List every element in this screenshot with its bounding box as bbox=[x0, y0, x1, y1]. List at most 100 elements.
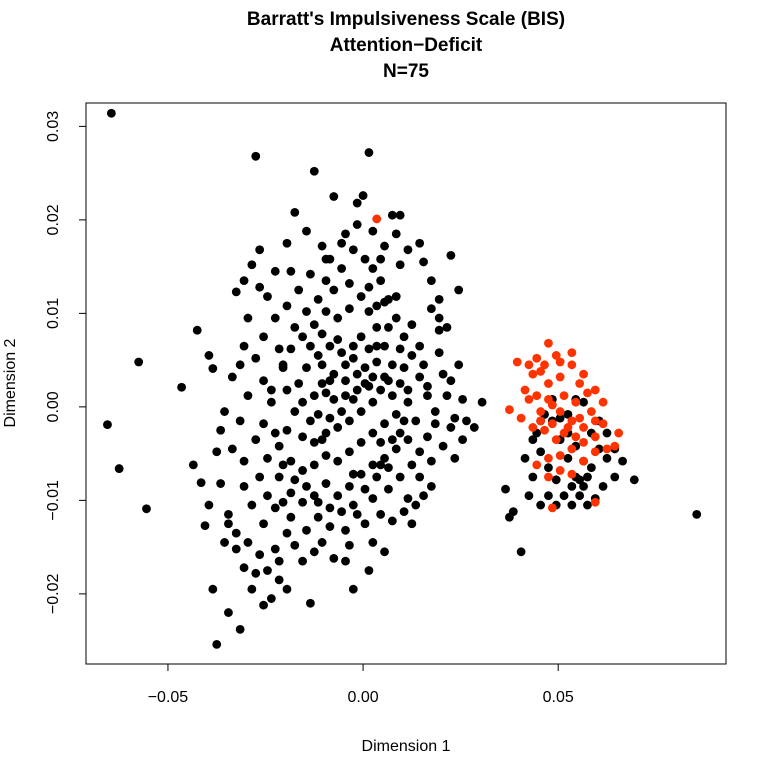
data-point-series-2 bbox=[590, 447, 600, 457]
data-point-series-2 bbox=[532, 391, 542, 401]
data-point-series-1 bbox=[282, 385, 292, 395]
data-point-series-1 bbox=[368, 397, 378, 407]
data-point-series-1 bbox=[243, 538, 253, 547]
data-point-series-1 bbox=[337, 507, 347, 516]
data-point-series-2 bbox=[567, 469, 577, 479]
data-point-series-1 bbox=[423, 381, 432, 391]
data-point-series-1 bbox=[407, 320, 417, 329]
y-tick-label: 0.00 bbox=[45, 391, 62, 422]
data-point-series-1 bbox=[610, 472, 620, 482]
data-point-series-1 bbox=[368, 428, 378, 438]
data-point-series-1 bbox=[298, 556, 307, 566]
data-point-series-1 bbox=[399, 363, 409, 373]
data-point-series-2 bbox=[586, 407, 596, 416]
data-point-series-1 bbox=[403, 435, 413, 444]
data-point-series-2 bbox=[540, 360, 549, 370]
data-point-series-2 bbox=[555, 357, 565, 367]
data-point-series-1 bbox=[259, 419, 268, 429]
data-point-series-1 bbox=[321, 307, 331, 316]
data-point-series-1 bbox=[438, 369, 448, 379]
data-point-series-1 bbox=[282, 425, 292, 435]
data-point-series-1 bbox=[142, 504, 151, 514]
data-point-series-1 bbox=[313, 409, 323, 419]
data-point-series-1 bbox=[266, 385, 276, 395]
data-point-series-1 bbox=[583, 500, 592, 510]
data-point-series-1 bbox=[309, 460, 319, 470]
data-point-series-1 bbox=[243, 391, 253, 401]
data-point-series-1 bbox=[274, 556, 284, 566]
data-point-series-1 bbox=[309, 391, 319, 401]
data-point-series-1 bbox=[255, 550, 265, 560]
data-point-series-1 bbox=[407, 519, 417, 529]
data-point-series-2 bbox=[551, 435, 561, 444]
data-point-series-1 bbox=[551, 475, 561, 485]
data-point-series-1 bbox=[224, 510, 233, 519]
data-point-series-1 bbox=[430, 419, 440, 429]
data-point-series-1 bbox=[216, 425, 226, 435]
data-point-series-1 bbox=[395, 210, 405, 220]
data-point-series-2 bbox=[372, 214, 382, 224]
data-point-series-1 bbox=[380, 419, 389, 429]
data-point-series-1 bbox=[286, 456, 296, 466]
data-point-series-1 bbox=[196, 478, 206, 488]
data-point-series-1 bbox=[399, 507, 409, 516]
data-point-series-1 bbox=[286, 266, 296, 276]
data-point-series-1 bbox=[419, 491, 428, 501]
data-point-series-1 bbox=[302, 307, 311, 316]
data-point-series-1 bbox=[216, 479, 226, 488]
data-point-series-1 bbox=[263, 491, 272, 501]
data-point-series-1 bbox=[567, 481, 577, 491]
data-point-series-1 bbox=[337, 407, 347, 416]
data-point-series-1 bbox=[337, 348, 347, 358]
data-point-series-1 bbox=[360, 484, 370, 494]
data-point-series-1 bbox=[360, 379, 370, 388]
data-point-series-1 bbox=[325, 376, 335, 386]
data-point-series-1 bbox=[387, 360, 397, 370]
title-line-1: Barratt's Impulsiveness Scale (BIS) bbox=[247, 9, 565, 30]
data-point-series-1 bbox=[177, 382, 187, 392]
data-point-series-1 bbox=[325, 522, 335, 531]
data-point-series-1 bbox=[263, 453, 272, 463]
data-point-series-1 bbox=[458, 394, 467, 404]
data-point-series-1 bbox=[579, 397, 588, 407]
data-point-series-2 bbox=[505, 405, 514, 415]
data-point-series-1 bbox=[520, 453, 530, 463]
data-point-series-2 bbox=[551, 351, 561, 360]
data-point-series-1 bbox=[434, 294, 444, 304]
data-point-series-1 bbox=[575, 475, 585, 485]
data-point-series-2 bbox=[555, 407, 565, 416]
data-point-series-2 bbox=[524, 360, 534, 370]
data-point-series-1 bbox=[528, 435, 538, 444]
data-point-series-2 bbox=[567, 360, 577, 370]
data-point-series-1 bbox=[403, 397, 413, 407]
data-point-series-1 bbox=[333, 313, 343, 323]
data-point-series-1 bbox=[274, 472, 284, 482]
chart-title: Barratt's Impulsiveness Scale (BIS) Atte… bbox=[247, 9, 565, 82]
data-point-series-1 bbox=[305, 269, 315, 279]
data-point-series-1 bbox=[348, 584, 358, 594]
data-point-series-1 bbox=[618, 456, 627, 466]
data-point-series-1 bbox=[345, 279, 354, 288]
data-point-series-1 bbox=[231, 528, 241, 538]
data-point-series-1 bbox=[224, 608, 233, 617]
data-point-series-1 bbox=[395, 344, 405, 354]
data-point-series-1 bbox=[337, 238, 347, 248]
data-point-series-1 bbox=[341, 229, 350, 239]
data-point-series-1 bbox=[575, 491, 585, 501]
data-point-series-2 bbox=[524, 394, 534, 404]
data-point-series-1 bbox=[224, 519, 233, 529]
data-point-series-1 bbox=[313, 294, 323, 304]
data-point-series-2 bbox=[598, 419, 608, 429]
data-point-series-1 bbox=[345, 540, 354, 550]
data-point-series-1 bbox=[536, 500, 546, 510]
data-point-series-1 bbox=[415, 472, 425, 482]
data-point-series-1 bbox=[278, 497, 288, 507]
data-point-series-1 bbox=[368, 538, 378, 547]
data-point-series-1 bbox=[442, 323, 452, 332]
data-point-series-1 bbox=[321, 451, 331, 460]
data-points bbox=[103, 108, 702, 649]
data-point-series-1 bbox=[192, 325, 202, 335]
data-point-series-2 bbox=[532, 460, 542, 470]
data-point-series-1 bbox=[426, 481, 436, 491]
y-tick-label: −0.01 bbox=[45, 480, 62, 521]
